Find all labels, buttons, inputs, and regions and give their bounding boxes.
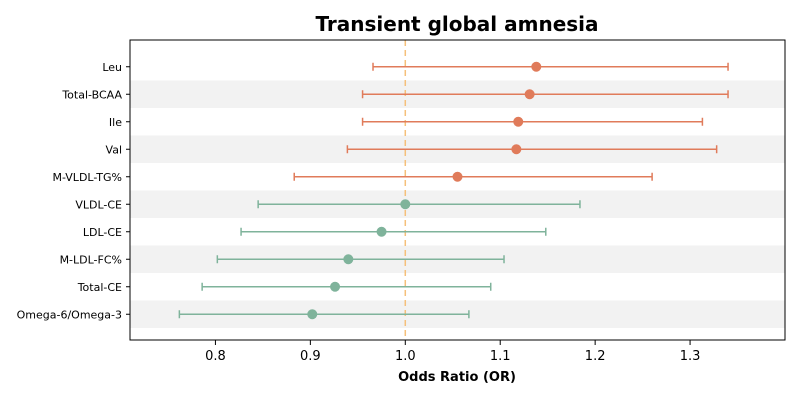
y-tick-label: Leu xyxy=(102,61,122,74)
forest-row xyxy=(346,144,718,155)
y-tick-label: Total-BCAA xyxy=(61,88,122,101)
y-tick-label: M-LDL-FC% xyxy=(60,253,122,266)
or-point xyxy=(452,171,463,182)
forest-row xyxy=(240,226,547,237)
y-tick-label: Val xyxy=(106,143,122,156)
forest-row xyxy=(216,254,505,265)
or-point xyxy=(513,116,524,127)
y-tick-label: VLDL-CE xyxy=(75,198,122,211)
forest-row xyxy=(372,61,729,72)
y-tick-label: Omega-6/Omega-3 xyxy=(17,308,122,321)
forest-row xyxy=(201,281,492,292)
forest-row xyxy=(293,171,653,182)
or-point xyxy=(531,61,542,72)
or-point xyxy=(511,144,522,155)
y-tick-label: M-VLDL-TG% xyxy=(52,171,122,184)
or-point xyxy=(307,309,318,320)
x-tick-label: 1.0 xyxy=(395,349,416,364)
x-tick-label: 1.1 xyxy=(490,349,511,364)
plot-frame xyxy=(129,39,786,341)
x-tick-label: 1.2 xyxy=(585,349,606,364)
chart-title: Transient global amnesia xyxy=(315,12,598,36)
y-axis: Leu Total-BCAA Ile Val M-VLDL-TG% VLDL-CE LDL-… xyxy=(17,61,130,321)
x-axis: 0.8 0.9 1.0 1.1 1.2 1.3 xyxy=(205,340,700,364)
forest-row xyxy=(178,309,470,320)
or-point xyxy=(400,199,411,210)
x-tick-label: 0.8 xyxy=(205,349,226,364)
forest-row xyxy=(361,89,729,100)
x-tick-label: 0.9 xyxy=(300,349,321,364)
y-tick-label: Ile xyxy=(109,116,122,129)
y-tick-label: Total-CE xyxy=(77,281,122,294)
y-tick-label: LDL-CE xyxy=(83,226,122,239)
data-rows xyxy=(178,61,729,320)
forest-row xyxy=(257,199,581,210)
or-point xyxy=(524,89,535,100)
x-axis-label: Odds Ratio (OR) xyxy=(398,370,516,385)
or-point xyxy=(376,226,387,237)
x-tick-label: 1.3 xyxy=(680,349,701,364)
or-point xyxy=(330,281,341,292)
or-point xyxy=(343,254,354,265)
forest-row xyxy=(361,116,704,127)
